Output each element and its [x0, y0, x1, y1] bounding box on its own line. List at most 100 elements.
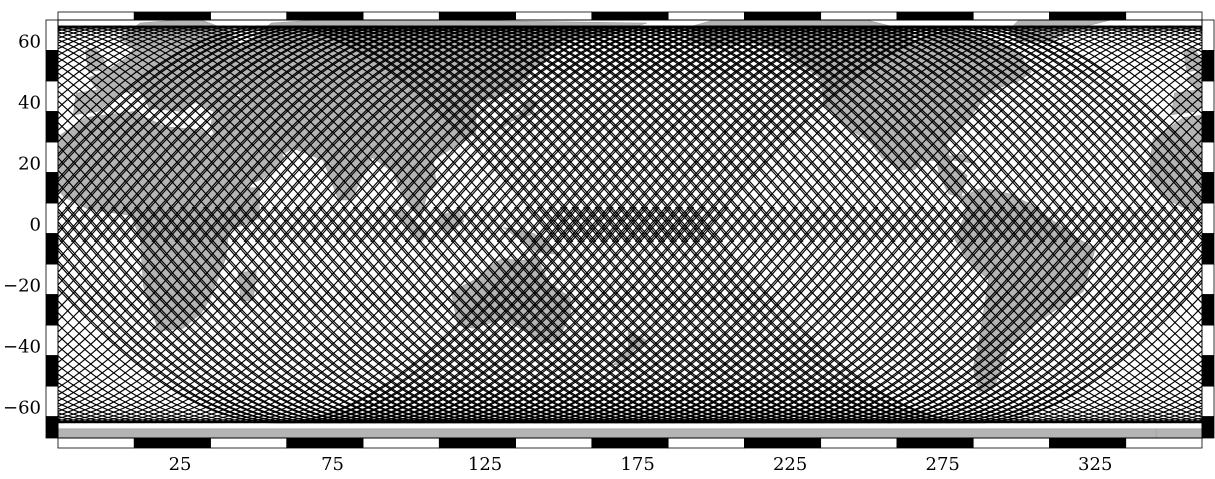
descending-ground-track	[58, 28, 867, 424]
x-tick-label: 75	[321, 454, 344, 475]
ascending-ground-track	[58, 25, 792, 389]
descending-ground-track	[58, 39, 833, 424]
ascending-ground-track	[58, 25, 908, 424]
ascending-ground-track	[58, 25, 1184, 424]
ascending-ground-track	[675, 206, 1202, 424]
frame-segment-right	[1201, 355, 1215, 387]
frame-segment-bottom	[1049, 437, 1127, 449]
ascending-ground-track	[433, 41, 1202, 424]
ascending-ground-track	[502, 85, 1202, 424]
y-tick-label: 40	[18, 92, 41, 113]
ascending-ground-track	[58, 25, 654, 261]
ascending-ground-track	[329, 25, 1202, 424]
frame-segment-left	[45, 111, 59, 143]
descending-ground-track	[220, 25, 1202, 424]
ascending-ground-track	[76, 25, 1202, 424]
descending-ground-track	[105, 25, 1202, 424]
frame-segment-left	[45, 172, 59, 204]
ascending-ground-track	[58, 25, 931, 424]
descending-ground-track	[93, 25, 1202, 424]
descending-ground-track	[58, 25, 1178, 424]
ascending-ground-track	[58, 25, 988, 424]
descending-ground-track	[58, 206, 580, 424]
ascending-ground-track	[560, 138, 1202, 424]
x-tick-label: 25	[169, 454, 192, 475]
x-tick-label: 175	[620, 454, 654, 475]
descending-ground-track	[58, 169, 672, 424]
frame-segment-right	[1201, 80, 1215, 112]
ascending-ground-track	[111, 25, 1202, 424]
ascending-ground-track	[318, 25, 1202, 424]
descending-ground-track	[58, 34, 844, 424]
descending-ground-track	[58, 25, 913, 424]
ascending-ground-track	[398, 29, 1202, 424]
ascending-ground-track	[249, 25, 1202, 424]
frame-segment-bottom	[515, 437, 593, 449]
descending-ground-track	[485, 25, 1202, 377]
descending-ground-track	[450, 25, 1202, 399]
descending-ground-track	[58, 25, 925, 424]
descending-ground-track	[554, 25, 1202, 316]
ascending-ground-track	[606, 188, 1202, 424]
descending-ground-track	[58, 25, 1109, 424]
frame-segment-left	[45, 385, 59, 418]
descending-ground-track	[232, 25, 1202, 424]
ascending-ground-track	[88, 25, 1202, 424]
frame-segment-top	[362, 11, 440, 21]
ascending-ground-track	[168, 25, 1202, 424]
frame-segment-right	[1201, 111, 1215, 143]
descending-ground-track	[58, 206, 603, 424]
descending-ground-track	[58, 25, 1155, 424]
descending-ground-track	[347, 25, 1202, 424]
ascending-ground-track	[122, 25, 1202, 424]
ascending-ground-track	[583, 163, 1202, 424]
descending-ground-track	[58, 25, 1040, 424]
ascending-ground-track	[352, 25, 1202, 424]
frame-segment-top	[896, 11, 974, 21]
descending-ground-track	[335, 25, 1202, 424]
ascending-ground-track	[58, 25, 954, 424]
ascending-ground-track	[514, 95, 1202, 424]
ascending-ground-track	[58, 25, 666, 274]
frame-segment-right	[1201, 385, 1215, 418]
descending-ground-track	[611, 25, 1202, 254]
frame-segment-left	[45, 80, 59, 112]
ascending-ground-track	[226, 25, 1202, 424]
ascending-ground-track	[58, 25, 1069, 424]
descending-ground-track	[289, 25, 1202, 424]
ascending-ground-track	[58, 25, 942, 424]
ascending-ground-track	[58, 25, 1172, 424]
descending-ground-track	[634, 25, 1202, 243]
descending-ground-track	[139, 25, 1202, 424]
frame-segment-right	[1201, 141, 1215, 173]
ascending-ground-track	[58, 25, 562, 243]
descending-ground-track	[58, 90, 752, 424]
y-tick-label: −20	[3, 275, 41, 296]
ascending-ground-track	[58, 25, 885, 423]
frame-segment-bottom	[896, 437, 974, 449]
descending-ground-track	[58, 206, 568, 424]
frame-segment-bottom	[591, 437, 669, 449]
descending-ground-track	[58, 25, 971, 424]
descending-ground-track	[58, 25, 959, 424]
ascending-ground-track	[456, 53, 1202, 424]
ascending-ground-track	[58, 25, 585, 243]
descending-ground-track	[404, 25, 1202, 418]
ascending-ground-track	[58, 25, 1057, 424]
descending-ground-track	[58, 64, 787, 424]
ascending-ground-track	[58, 25, 896, 424]
frame-segment-top	[515, 11, 593, 21]
descending-ground-track	[186, 25, 1202, 424]
descending-ground-track	[266, 25, 1202, 424]
ascending-ground-track	[58, 25, 827, 408]
descending-ground-track	[519, 25, 1202, 349]
descending-ground-track	[128, 25, 1202, 424]
descending-ground-track	[58, 25, 982, 424]
ascending-ground-track	[58, 25, 712, 322]
descending-ground-track	[58, 182, 660, 424]
ascending-ground-track	[58, 25, 723, 333]
descending-ground-track	[531, 25, 1202, 339]
ascending-ground-track	[640, 206, 1202, 424]
ascending-ground-track	[58, 25, 1092, 424]
frame-segment-bottom	[972, 437, 1050, 449]
